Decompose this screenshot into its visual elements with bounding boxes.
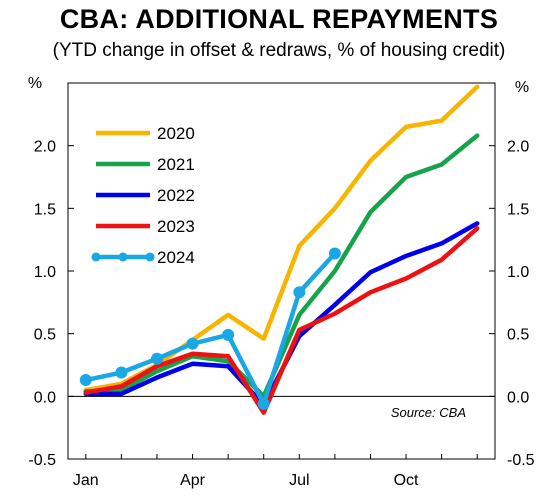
source-note: Source: CBA — [391, 405, 466, 420]
data-point-2024 — [328, 247, 341, 260]
x-tick-label: Jul — [289, 472, 309, 489]
data-point-2024 — [79, 374, 92, 387]
y-tick-label-left: 0.0 — [34, 389, 56, 406]
left-unit-label: % — [28, 75, 42, 92]
right-unit-label: % — [515, 79, 529, 96]
series-line-2024 — [83, 251, 338, 407]
data-point-2024 — [186, 337, 199, 350]
data-point-2024 — [257, 397, 270, 410]
plot-area-frame — [67, 82, 496, 460]
legend-label-2022: 2022 — [157, 186, 195, 205]
legend-marker-2024 — [91, 252, 101, 262]
legend-label-2023: 2023 — [157, 217, 195, 236]
x-tick-label: Oct — [394, 472, 419, 489]
legend-marker-2024 — [145, 252, 155, 262]
y-tick-label-left: 1.0 — [34, 264, 56, 281]
data-point-2024 — [150, 352, 163, 365]
data-point-2024 — [115, 366, 128, 379]
x-tick-label: Apr — [180, 472, 206, 489]
chart-title: CBA: ADDITIONAL REPAYMENTS — [59, 4, 499, 34]
y-tick-label-right: 1.5 — [507, 201, 529, 218]
legend-marker-2024 — [118, 252, 128, 262]
series-line-2023 — [83, 226, 480, 415]
y-tick-label-right: -0.5 — [507, 452, 535, 469]
x-tick-label: Jan — [73, 472, 99, 489]
y-tick-label-right: 2.0 — [507, 139, 529, 156]
data-point-2024 — [222, 328, 235, 341]
data-point-2024 — [293, 286, 306, 299]
legend-label-2020: 2020 — [157, 124, 195, 143]
y-tick-label-right: 1.0 — [507, 264, 529, 281]
y-tick-label-right: 0.5 — [507, 327, 529, 344]
chart-subtitle: (YTD change in offset & redraws, % of ho… — [52, 40, 506, 61]
y-tick-label-left: -0.5 — [28, 452, 56, 469]
series-line-2021 — [83, 133, 480, 399]
y-tick-label-left: 1.5 — [34, 201, 56, 218]
legend-label-2024: 2024 — [157, 248, 195, 267]
y-tick-label-left: 0.5 — [34, 327, 56, 344]
y-tick-label-left: 2.0 — [34, 139, 56, 156]
y-tick-label-right: 0.0 — [507, 389, 529, 406]
legend-label-2021: 2021 — [157, 155, 195, 174]
